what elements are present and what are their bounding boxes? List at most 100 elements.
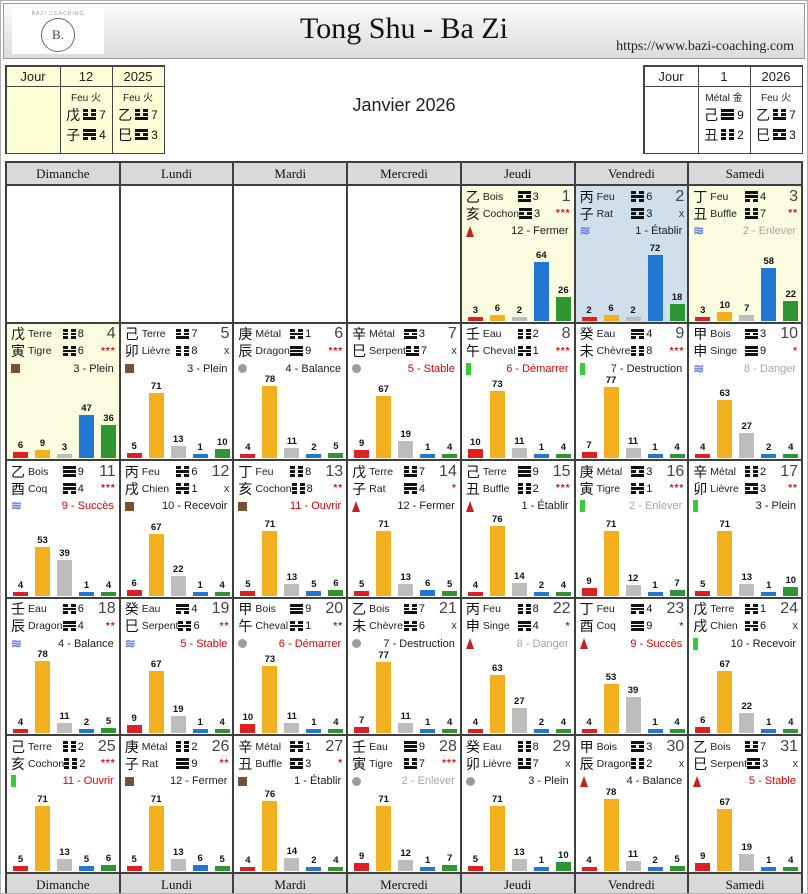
day-header-bottom: Samedi — [688, 872, 802, 893]
energy-bar — [467, 449, 483, 458]
calendar-day-cell[interactable]: 癸 Eau 8 29 卯 Lièvre 7 x 3 - Plein 5 71 13 1… — [460, 735, 575, 873]
bar-value-label: 4 — [17, 717, 24, 728]
energy-bar — [284, 448, 300, 458]
energy-bar — [126, 725, 142, 733]
day-rating-marker: x — [678, 757, 685, 770]
calendar-day-cell[interactable]: 辛 Métal 2 17 卯 Lièvre 3 ** 3 - Plein 5 71… — [688, 460, 802, 598]
stem-number: 9 — [418, 740, 425, 753]
trigram-icon — [62, 345, 76, 357]
calendar-day-cell[interactable]: 乙 Bois 7 21 未 Chèvre 6 x 7 - Destruction… — [347, 597, 461, 735]
branch-animal-label: Tigre — [596, 482, 621, 495]
branch-hanzi: 戌 — [693, 618, 708, 634]
energy-bar — [170, 446, 186, 458]
branch-number: 6 — [193, 620, 200, 632]
branch-number: 3 — [534, 207, 541, 220]
calendar-day-cell[interactable]: 乙 Bois 9 11 酉 Coq 4 *** 9 - Succès 4 53 39… — [6, 460, 120, 598]
calendar-day-cell[interactable]: 丁 Feu 8 13 亥 Cochon 8 ** 11 - Ouvrir 5 71… — [233, 460, 348, 598]
pillar-label: Jour — [643, 65, 699, 87]
calendar-day-cell[interactable]: 甲 Bois 3 30 辰 Dragon 2 x 4 - Balance 4 78… — [574, 735, 689, 873]
flame-element-icon — [465, 225, 474, 237]
branch-animal-label: Rat — [596, 207, 613, 220]
energy-bar — [126, 865, 142, 871]
stem-row: 戊 Terre 1 24 — [693, 600, 798, 618]
trigram-icon — [745, 741, 758, 752]
calendar-day-cell[interactable]: 庚 Métal 1 6 辰 Dragon 9 *** 4 - Balance 4… — [233, 322, 348, 460]
energy-bar — [555, 454, 571, 458]
calendar-day-cell[interactable]: 壬 Eau 9 28 寅 Tigre 7 *** 2 - Enlever 9 71… — [347, 735, 461, 873]
calendar-day-cell[interactable]: 庚 Métal 3 16 寅 Tigre 1 *** 2 - Enlever 9… — [574, 460, 689, 598]
officer-row: 9 - Succès — [11, 498, 116, 514]
calendar-day-cell[interactable]: 己 Terre 9 15 丑 Buffle 2 *** 1 - Établir … — [460, 460, 575, 598]
calendar-day-cell[interactable]: 乙 Bois 7 31 巳 Serpent 3 x 5 - Stable 9 67… — [688, 735, 802, 873]
trigram-icon — [290, 345, 304, 357]
website-link[interactable]: https://www.bazi-coaching.com — [616, 39, 794, 54]
energy-bar-chart: 4 76 14 2 4 — [234, 789, 346, 871]
stem-element-label: Métal — [141, 740, 168, 753]
bar-value-label: 4 — [700, 442, 706, 453]
logo-monogram: B. — [41, 17, 75, 52]
calendar-day-cell[interactable]: 辛 Métal 3 7 巳 Serpent 7 x 5 - Stable 9 67… — [347, 322, 461, 460]
calendar-day-cell[interactable]: 甲 Bois 9 20 午 Cheval 1 ** 6 - Démarrer 1… — [233, 597, 348, 735]
branch-number: 9 — [760, 345, 767, 357]
empty-day-cell — [347, 185, 461, 323]
bar-value-label: 6 — [105, 852, 112, 864]
day-rating-marker: x — [223, 345, 230, 357]
day-officer-label: 2 - Enlever — [629, 500, 683, 512]
stem-hanzi: 庚 — [238, 326, 253, 342]
energy-bar — [511, 316, 527, 321]
energy-bar — [669, 589, 685, 596]
branch-hanzi: 午 — [465, 343, 480, 359]
trigram-icon — [403, 483, 417, 494]
stem-row: 丙 Feu 8 22 — [466, 600, 571, 618]
trigram-icon — [631, 741, 645, 752]
calendar-day-cell[interactable]: 丙 Feu 6 12 戌 Chien 1 x 10 - Recevoir 6 67… — [119, 460, 234, 598]
calendar-day-cell[interactable]: 庚 Métal 2 26 子 Rat 9 ** 12 - Fermer 5 71 1… — [119, 735, 234, 873]
energy-bar-chart: 10 73 11 1 4 — [462, 379, 574, 458]
energy-bar — [101, 591, 116, 596]
trigram-icon — [745, 328, 758, 340]
branch-number: 6 — [77, 345, 84, 357]
branch-hanzi: 子 — [66, 126, 81, 143]
bar-value-label: 6 — [131, 577, 137, 589]
day-officer-label: 12 - Fermer — [511, 225, 569, 237]
day-rating-marker: *** — [555, 208, 571, 219]
calendar-day-cell[interactable]: 己 Terre 2 25 亥 Cochon 2 *** 11 - Ouvrir … — [6, 735, 120, 873]
bar-value-label: 9 — [586, 575, 592, 587]
calendar-day-cell[interactable]: 丙 Feu 8 22 申 Singe 4 * 8 - Danger 4 63 27 2… — [460, 597, 575, 735]
calendar-day-cell[interactable]: 癸 Eau 4 19 巳 Serpent 6 ** 5 - Stable 9 67… — [119, 597, 234, 735]
date-number: 17 — [780, 462, 798, 480]
calendar-day-cell[interactable]: 丙 Feu 6 2 子 Rat 3 x 1 - Établir 2 6 2 72 18 — [574, 185, 689, 323]
trigram-icon — [721, 129, 735, 140]
stem-element-label: Bois — [710, 740, 731, 753]
energy-bar-chart: 6 9 3 47 36 — [7, 403, 119, 458]
calendar-day-cell[interactable]: 辛 Métal 1 27 丑 Buffle 3 * 1 - Établir 4 7… — [233, 735, 348, 873]
day-rating-marker: x — [565, 757, 571, 770]
bar-value-label: 78 — [264, 374, 276, 385]
branch-hanzi: 丑 — [704, 126, 719, 143]
energy-bar — [603, 387, 619, 458]
calendar-day-cell[interactable]: 壬 Eau 6 18 辰 Dragon 4 ** 4 - Balance 4 78… — [6, 597, 120, 735]
bar-value-label: 5 — [446, 578, 453, 590]
calendar-day-cell[interactable]: 癸 Eau 4 9 未 Chèvre 8 *** 7 - Destruction… — [574, 322, 689, 460]
bar-value-label: 11 — [514, 436, 525, 447]
calendar-day-cell[interactable]: 戊 Terre 1 24 戌 Chien 6 x 10 - Recevoir 6… — [688, 597, 802, 735]
branch-hanzi: 申 — [465, 618, 480, 634]
calendar-day-cell[interactable]: 乙 Bois 3 1 亥 Cochon 3 *** 12 - Fermer 3 6… — [460, 185, 575, 323]
bar-value-label: 1 — [652, 579, 658, 591]
energy-bar — [284, 583, 300, 596]
calendar-day-cell[interactable]: 丁 Feu 4 3 丑 Buffle 7 ** 2 - Enlever 3 10 7… — [688, 185, 802, 323]
calendar-day-cell[interactable]: 壬 Eau 2 8 午 Cheval 1 *** 6 - Démarrer 10… — [460, 322, 575, 460]
energy-bar — [489, 391, 505, 458]
calendar-day-cell[interactable]: 戊 Terre 7 14 子 Rat 4 * 12 - Fermer 5 71 13… — [347, 460, 461, 598]
branch-animal-label: Tigre — [369, 757, 393, 770]
calendar-day-cell[interactable]: 丁 Feu 4 23 酉 Coq 9 * 9 - Succès 4 53 39 1 4 — [574, 597, 689, 735]
calendar-day-cell[interactable]: 己 Terre 7 5 卯 Lièvre 8 x 3 - Plein 5 71 13… — [119, 322, 234, 460]
day-header-top: Vendredi — [574, 162, 689, 185]
day-officer-label: 3 - Plein — [528, 775, 569, 787]
energy-bar — [442, 864, 458, 871]
energy-bar — [328, 729, 344, 733]
calendar-day-cell[interactable]: 戊 Terre 8 4 寅 Tigre 6 *** 3 - Plein 6 9 3 4… — [6, 322, 120, 460]
branch-animal-label: Buffle — [482, 482, 510, 495]
calendar-day-cell[interactable]: 甲 Bois 3 10 申 Singe 9 * 8 - Danger 4 63 27… — [688, 322, 802, 460]
